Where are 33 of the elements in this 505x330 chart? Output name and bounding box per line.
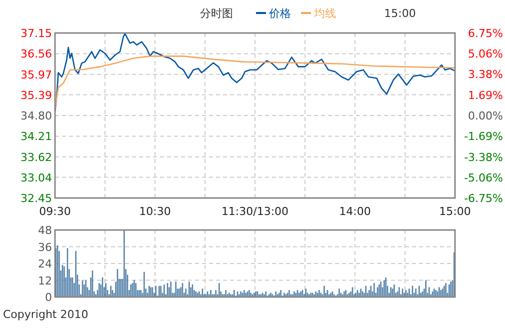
y-tick-label: 34.80	[20, 110, 52, 122]
y2-tick-label: -3.38%	[464, 150, 503, 164]
legend-label: 价格	[268, 7, 291, 20]
y-tick-label: 33.04	[20, 171, 52, 184]
x-tick-label: 14:00	[339, 205, 371, 218]
text: Copyright 2010	[3, 308, 88, 321]
y2-tick-label: -1.69%	[464, 130, 503, 144]
y2-tick-label: 3.38%	[468, 68, 503, 82]
y-tick-label: 35.39	[20, 88, 52, 102]
y-tick-label: 36	[38, 240, 52, 254]
y-tick-label: 24	[38, 258, 52, 270]
y-tick-label: 34.21	[20, 130, 52, 144]
y2-tick-label: 5.06%	[468, 48, 503, 61]
y-tick-label: 32.45	[20, 192, 52, 205]
y-tick-label: 37.15	[20, 27, 52, 40]
x-tick-label: 10:30	[139, 205, 171, 218]
x-tick-label: 11:30/13:00	[221, 205, 289, 218]
y-tick-label: 35.97	[20, 68, 52, 82]
y2-tick-label: -5.06%	[464, 171, 503, 184]
y-tick-label: 48	[38, 224, 52, 237]
y-tick-label: 0	[45, 291, 52, 304]
x-tick-label: 15:00	[439, 205, 471, 218]
y-tick-label: 12	[38, 274, 52, 288]
y2-tick-label: -6.75%	[464, 192, 503, 205]
chart-title: 分时图	[200, 7, 233, 20]
legend-label: 均线	[313, 7, 336, 20]
y-tick-label: 36.56	[20, 48, 52, 61]
y2-tick-label: 0.00%	[468, 110, 503, 122]
y2-tick-label: 6.75%	[468, 27, 503, 40]
y2-tick-label: 1.69%	[468, 88, 503, 102]
x-tick-label: 09:30	[39, 205, 71, 218]
y-tick-label: 33.62	[20, 150, 52, 164]
text: 15:00	[384, 7, 416, 20]
